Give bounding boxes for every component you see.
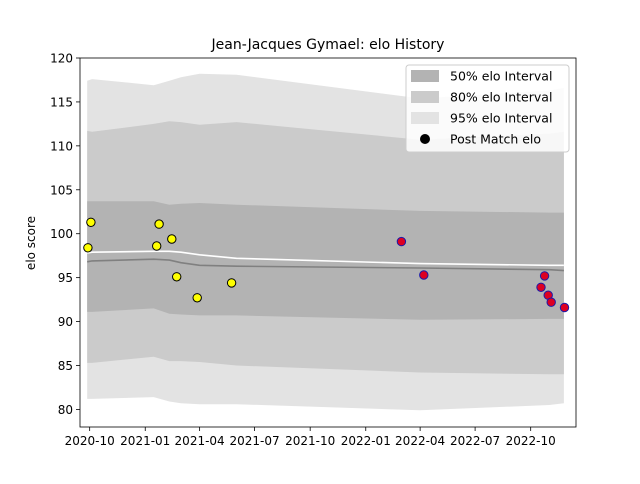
legend-marker: [420, 134, 430, 144]
legend-label: Post Match elo: [450, 132, 541, 147]
y-tick-label: 90: [58, 315, 73, 329]
x-tick-label: 2021-04: [175, 434, 225, 448]
y-axis-label: elo score: [24, 216, 38, 270]
post-match-point: [86, 217, 96, 228]
post-match-point: [546, 297, 556, 307]
y-tick-label: 120: [50, 52, 73, 66]
legend: 50% elo Interval 80% elo Interval 95% elo …: [405, 64, 570, 153]
post-match-point: [559, 302, 570, 313]
y-axis: 80 85 90 95 100 105 110 115 120: [50, 52, 80, 417]
x-tick-label: 2021-07: [230, 434, 280, 448]
post-match-point: [154, 219, 164, 229]
post-match-point: [539, 271, 550, 281]
legend-swatch: [411, 91, 439, 103]
y-tick-label: 100: [50, 227, 73, 241]
legend-box: [405, 64, 570, 153]
post-match-point: [226, 278, 237, 288]
axes-frame: [79, 57, 577, 428]
legend-label: 80% elo Interval: [450, 90, 552, 105]
median-line: [87, 258, 564, 272]
x-tick-label: 2022-07: [450, 434, 500, 448]
x-tick-label: 2021-10: [285, 434, 335, 448]
post-match-point: [192, 293, 202, 303]
x-tick-label: 2022-10: [506, 434, 556, 448]
y-tick-label: 85: [58, 359, 73, 373]
post-match-point: [172, 272, 182, 282]
plot-area: [83, 73, 570, 411]
y-tick-label: 105: [50, 183, 73, 197]
x-tick-label: 2020-10: [65, 434, 115, 448]
y-tick-label: 95: [58, 271, 73, 285]
legend-label: 95% elo Interval: [450, 111, 552, 126]
x-axis: 2020-10 2021-01 2021-04 2021-07 2021-10 2022-…: [65, 427, 556, 448]
mean-line: [87, 250, 564, 267]
x-tick-label: 2021-01: [120, 434, 170, 448]
post-match-point: [396, 236, 407, 247]
x-tick-label: 2022-01: [341, 434, 391, 448]
legend-label: 50% elo Interval: [450, 69, 552, 84]
post-match-point: [83, 243, 93, 253]
post-match-point: [419, 270, 429, 280]
y-tick-label: 110: [50, 139, 73, 153]
post-match-point: [536, 282, 546, 292]
chart-title: Jean-Jacques Gymael: elo History: [211, 37, 445, 53]
legend-swatch: [411, 112, 439, 124]
y-tick-label: 80: [58, 403, 73, 417]
post-match-point: [152, 241, 162, 251]
x-tick-label: 2022-04: [395, 434, 445, 448]
legend-swatch: [411, 70, 439, 82]
y-tick-label: 115: [50, 95, 73, 109]
post-match-point: [167, 234, 177, 244]
